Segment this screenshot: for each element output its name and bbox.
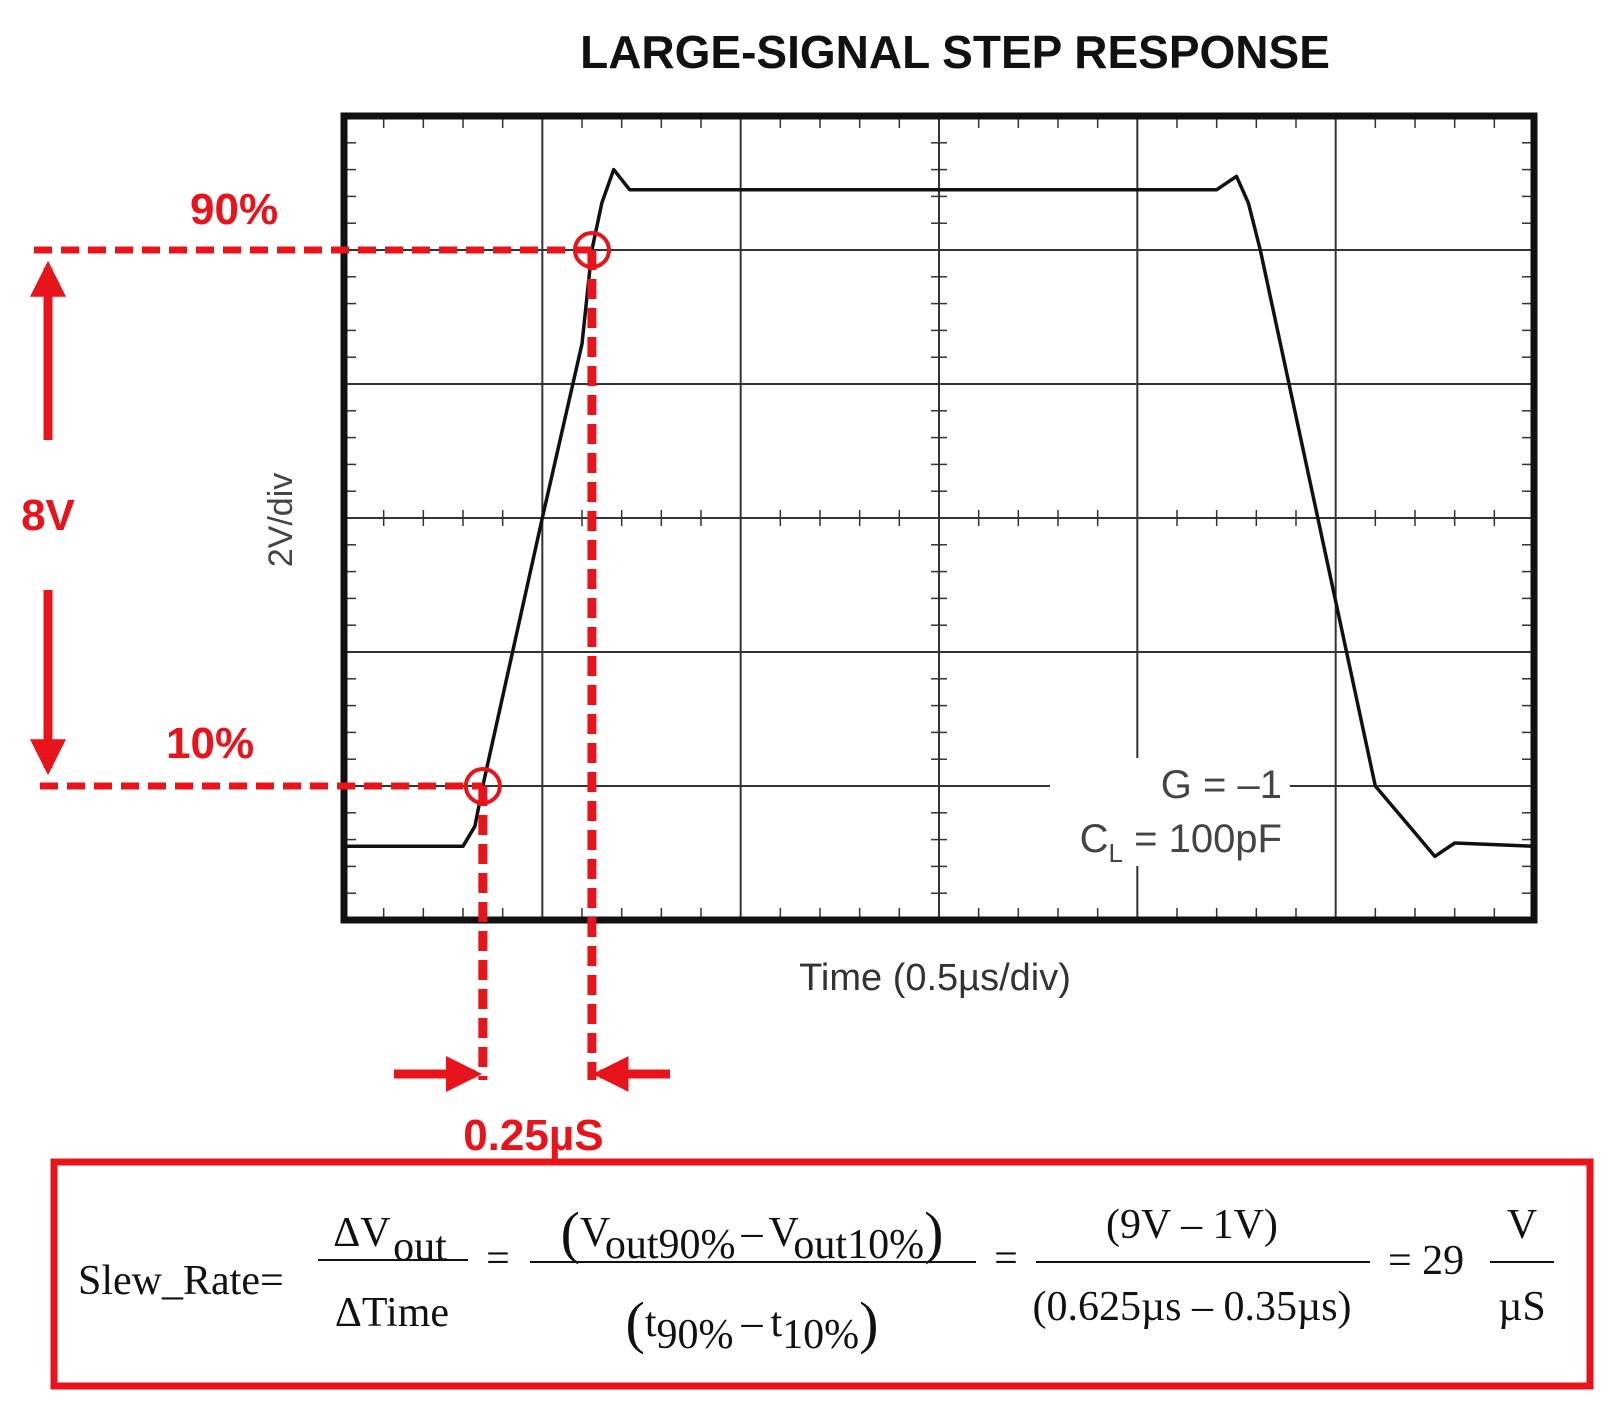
marker-90-circle <box>572 231 611 269</box>
label-10-percent: 10% <box>166 719 254 768</box>
formula-frac2-numerator: (Vout90% – Vout10%) <box>561 1200 944 1268</box>
oscilloscope-grid <box>340 112 1538 924</box>
formula-lhs: Slew_Rate= <box>78 1258 284 1304</box>
formula-eq-1: = <box>486 1236 510 1282</box>
formula-frac3-denominator: (0.625µs – 0.35µs) <box>1032 1284 1351 1330</box>
chart-title: LARGE-SIGNAL STEP RESPONSE <box>580 26 1330 78</box>
plot-frame <box>340 112 1538 924</box>
formula-eq-2: = <box>994 1236 1018 1282</box>
load-capacitance-label: CL = 100pF <box>1080 817 1282 868</box>
formula-frac2-denominator: (t90% – t10%) <box>626 1290 879 1358</box>
y-axis-label: 2V/div <box>262 473 300 568</box>
marker-10-circle <box>463 767 502 805</box>
formula-frac1-denominator: ΔTime <box>335 1290 449 1336</box>
gain-label: G = –1 <box>1161 763 1282 807</box>
formula-frac1-numerator: ΔV out <box>333 1210 447 1270</box>
step-response-trace <box>344 167 1535 859</box>
formula-unit-denominator: µS <box>1498 1284 1546 1330</box>
formula-box <box>50 1158 1594 1390</box>
label-delta-v: 8V <box>21 491 75 540</box>
gain-label-backdrop <box>1050 758 1290 866</box>
slew-annotation-overlay: 90% 10% 8V 0.25µS <box>21 185 670 1160</box>
formula-unit-numerator: V <box>1507 1202 1537 1248</box>
formula-result: = 29 <box>1388 1238 1464 1284</box>
slew-rate-formula: Slew_Rate= ΔV out ΔTime = (Vout90% – Vout10… <box>50 1158 1594 1390</box>
x-axis-label: Time (0.5µs/div) <box>799 957 1071 999</box>
label-delta-t: 0.25µS <box>463 1111 603 1160</box>
label-90-percent: 90% <box>190 185 278 234</box>
formula-frac3-numerator: (9V – 1V) <box>1106 1202 1278 1248</box>
